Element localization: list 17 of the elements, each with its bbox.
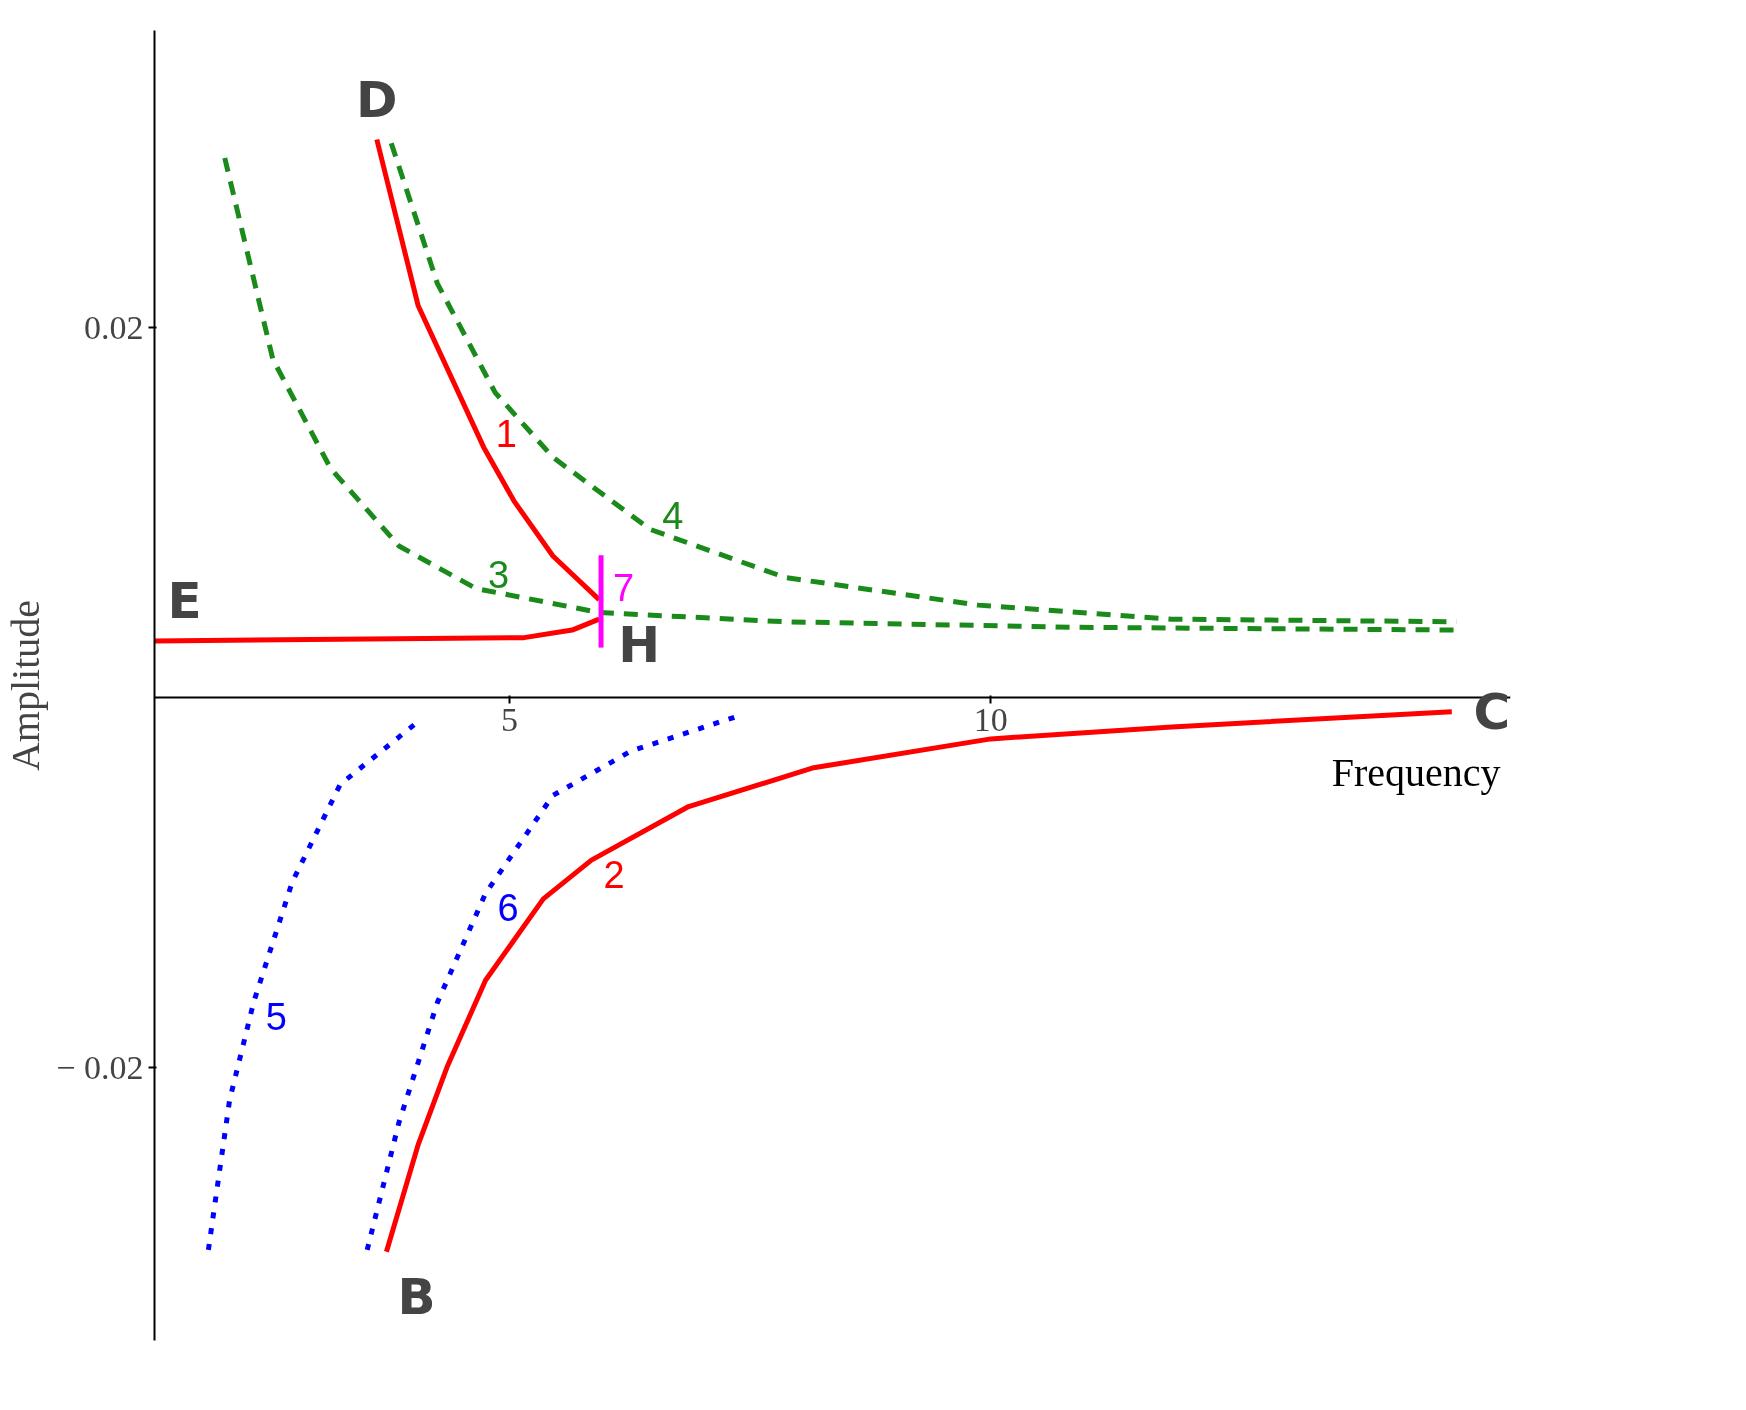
- series-label: 5: [265, 995, 287, 1038]
- y-tick-label: − 0.02: [56, 1048, 144, 1086]
- annotation: H: [618, 615, 661, 674]
- annotation: B: [397, 1267, 436, 1326]
- series-label: 2: [603, 853, 625, 896]
- series-label: 1: [495, 412, 517, 455]
- series-label: 3: [487, 554, 510, 596]
- y-tick-label: 0.02: [84, 309, 144, 347]
- annotation: C: [1473, 682, 1511, 741]
- annotation: D: [356, 70, 398, 129]
- series-label: 4: [662, 494, 684, 537]
- series-label: 7: [613, 566, 635, 609]
- y-axis-title: Amplitude: [3, 599, 49, 772]
- x-tick-label: 10: [973, 700, 1008, 738]
- annotation: E: [167, 571, 202, 630]
- x-axis-title: Frequency: [1331, 749, 1501, 795]
- series-label: 6: [497, 886, 519, 929]
